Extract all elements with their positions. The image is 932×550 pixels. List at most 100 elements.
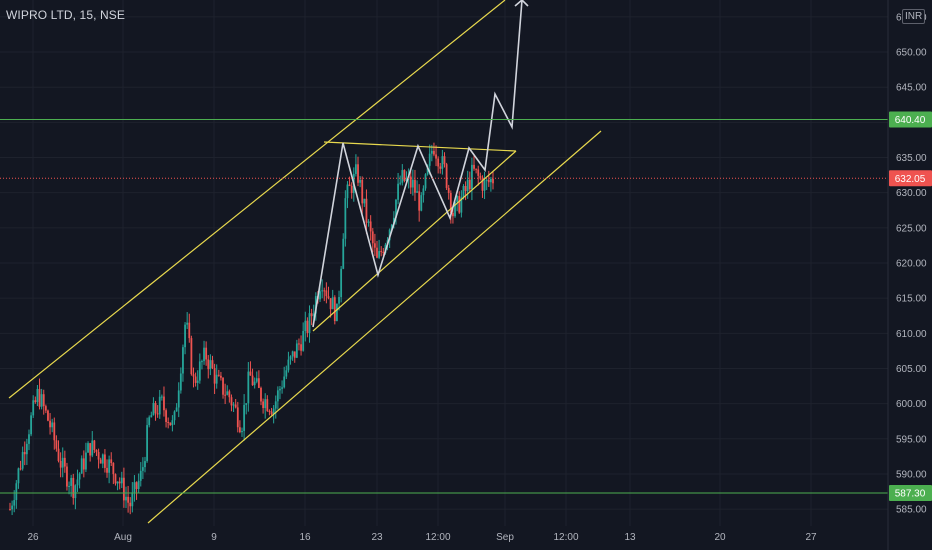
candle-body: [42, 394, 45, 407]
candle-body: [70, 477, 73, 486]
candle-body: [213, 368, 216, 384]
candle-body: [61, 457, 64, 468]
candle-body: [38, 388, 41, 407]
candle-body: [428, 153, 431, 166]
time-tick-label: 26: [27, 532, 39, 543]
candle-body: [160, 396, 163, 398]
time-tick-label: 13: [624, 532, 636, 543]
candle-body: [395, 199, 397, 218]
candle-body: [376, 247, 378, 258]
time-tick-label: 12:00: [425, 532, 450, 543]
candle-body: [255, 378, 258, 382]
candle-body: [435, 154, 437, 159]
candle-body: [471, 164, 473, 190]
currency-badge[interactable]: INR: [902, 9, 926, 24]
channel-lower-line: [147, 130, 602, 524]
candle-body: [468, 179, 471, 190]
level-price-tag: [889, 111, 932, 128]
candle-body: [215, 374, 218, 384]
candle-body: [266, 399, 269, 411]
candle-body: [355, 164, 357, 174]
candle-body: [169, 422, 172, 426]
candle-body: [401, 170, 404, 183]
candle-body: [108, 459, 111, 473]
channel-upper-line: [8, 0, 506, 399]
price-axis[interactable]: 585.00 590.00 595.00 600.00 605.00 610.00 615.…: [896, 12, 927, 515]
candle-body: [437, 158, 440, 167]
candle-body: [194, 376, 197, 383]
candle-body: [167, 422, 170, 424]
candle-body: [382, 252, 385, 254]
candle-body: [59, 460, 62, 468]
candle-body: [158, 396, 161, 415]
candle-body: [82, 458, 85, 470]
candle-body: [247, 371, 250, 404]
candle-body: [367, 221, 370, 223]
candle-body: [118, 481, 121, 484]
candle-body: [397, 183, 399, 200]
candle-body: [365, 198, 368, 223]
candle-body: [359, 179, 362, 183]
candle-body: [426, 165, 429, 175]
time-axis[interactable]: 26 Aug 9 16 23 12:00 Sep 12:00 13 20 27: [27, 532, 817, 543]
candle-body: [268, 410, 271, 412]
candle-body: [51, 422, 54, 428]
candle-body: [492, 178, 494, 184]
candle-body: [473, 164, 475, 169]
candle-body: [485, 179, 488, 181]
candle-body: [146, 425, 148, 462]
candle-body: [460, 197, 463, 213]
candle-body: [150, 415, 153, 418]
candle-body: [74, 485, 77, 499]
candle-body: [369, 221, 372, 232]
candle-body: [487, 179, 490, 183]
candle-body: [333, 297, 336, 322]
candle-body: [87, 443, 89, 453]
candle-body: [449, 192, 452, 213]
candle-body: [104, 454, 106, 468]
candle-body: [300, 344, 302, 351]
candle-body: [19, 468, 22, 470]
price-tick-label: 630.00: [896, 188, 927, 199]
candle-body: [348, 184, 351, 186]
candle-body: [445, 164, 448, 188]
candle-body: [462, 186, 465, 198]
price-tick-label: 605.00: [896, 364, 927, 375]
candle-body: [483, 180, 486, 191]
candle-body: [249, 371, 252, 376]
candle-body: [262, 401, 265, 409]
time-tick-label: 12:00: [553, 532, 578, 543]
candle-body: [30, 415, 32, 435]
candle-body: [68, 485, 70, 487]
candle-body: [234, 404, 237, 408]
candle-body: [220, 375, 222, 378]
candle-body: [186, 322, 189, 325]
candle-body: [304, 320, 307, 332]
candle-body: [230, 397, 233, 406]
candle-body: [40, 394, 43, 407]
candle-body: [414, 179, 416, 193]
symbol-title: WIPRO LTD, 15, NSE: [6, 8, 125, 22]
candle-body: [327, 296, 330, 299]
candle-body: [390, 224, 393, 230]
candle-body: [411, 179, 414, 188]
candle-body: [409, 176, 412, 188]
candle-body: [241, 430, 243, 433]
price-tick-label: 595.00: [896, 434, 927, 445]
candle-body: [207, 359, 210, 370]
price-tick-label: 585.00: [896, 505, 927, 516]
level-price-tag: [889, 484, 932, 501]
candle-body: [452, 212, 454, 217]
candle-body: [245, 403, 248, 405]
last-price-tag: [889, 170, 932, 187]
price-tick-label: 590.00: [896, 469, 927, 480]
candle-body: [338, 297, 340, 304]
candle-body: [238, 427, 241, 433]
candle-body: [66, 466, 68, 487]
candle-body: [264, 399, 267, 409]
candle-body: [226, 391, 229, 395]
candle-body: [211, 360, 214, 369]
candle-body: [182, 347, 184, 374]
candle-body: [171, 420, 174, 426]
